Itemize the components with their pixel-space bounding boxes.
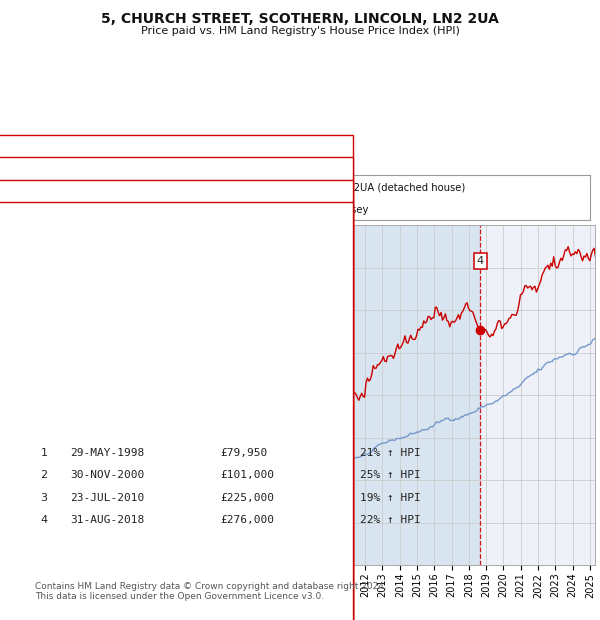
Text: £276,000: £276,000 <box>220 515 274 525</box>
Text: 5, CHURCH STREET, SCOTHERN, LINCOLN, LN2 2UA: 5, CHURCH STREET, SCOTHERN, LINCOLN, LN2… <box>101 12 499 27</box>
Text: HPI: Average price, detached house, West Lindsey: HPI: Average price, detached house, West… <box>118 205 368 215</box>
Text: 2: 2 <box>40 470 47 480</box>
Text: 29-MAY-1998: 29-MAY-1998 <box>70 448 144 458</box>
Text: £101,000: £101,000 <box>220 470 274 480</box>
Text: 2: 2 <box>170 255 178 266</box>
Text: 19% ↑ HPI: 19% ↑ HPI <box>360 493 421 503</box>
Text: Price paid vs. HM Land Registry's House Price Index (HPI): Price paid vs. HM Land Registry's House … <box>140 26 460 36</box>
Text: 21% ↑ HPI: 21% ↑ HPI <box>360 448 421 458</box>
Text: Contains HM Land Registry data © Crown copyright and database right 2024.
This d: Contains HM Land Registry data © Crown c… <box>35 582 387 601</box>
Text: 31-AUG-2018: 31-AUG-2018 <box>70 515 144 525</box>
Text: 22% ↑ HPI: 22% ↑ HPI <box>360 515 421 525</box>
Text: £225,000: £225,000 <box>220 493 274 503</box>
Text: 4: 4 <box>477 255 484 266</box>
Bar <box>130 225 174 565</box>
Text: 25% ↑ HPI: 25% ↑ HPI <box>360 470 421 480</box>
Text: 4: 4 <box>40 515 47 525</box>
Text: 30-NOV-2000: 30-NOV-2000 <box>70 470 144 480</box>
Text: 1: 1 <box>127 255 134 266</box>
Text: 23-JUL-2010: 23-JUL-2010 <box>70 493 144 503</box>
Text: 3: 3 <box>41 493 47 503</box>
Text: 3: 3 <box>337 255 344 266</box>
Text: 1: 1 <box>41 448 47 458</box>
Bar <box>340 225 481 565</box>
Text: £79,950: £79,950 <box>220 448 267 458</box>
Text: 5, CHURCH STREET, SCOTHERN, LINCOLN, LN2 2UA (detached house): 5, CHURCH STREET, SCOTHERN, LINCOLN, LN2… <box>118 183 466 193</box>
